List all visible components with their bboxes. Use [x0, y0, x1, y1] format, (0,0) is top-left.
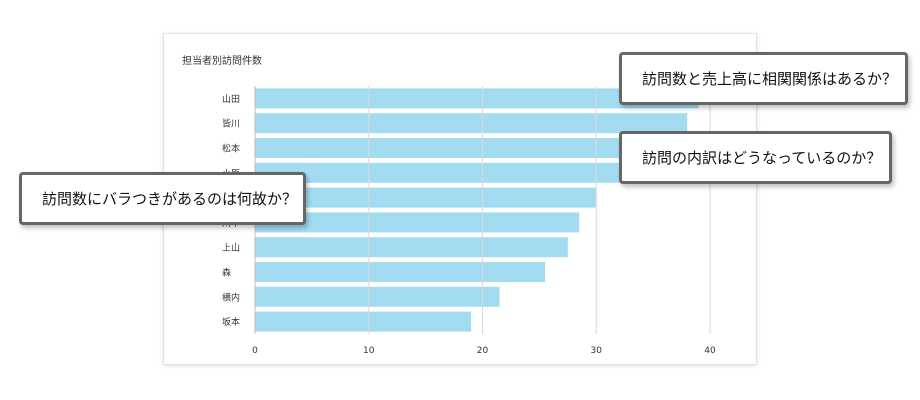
category-label: 松本: [222, 143, 240, 155]
category-label: 皆川: [222, 119, 240, 130]
bar: [255, 311, 472, 332]
bar-chart: 山田皆川松本小原川中上山森横内坂本010203040: [222, 86, 716, 356]
category-label: 坂本: [222, 316, 240, 328]
x-tick-label: 10: [363, 346, 375, 356]
bar: [255, 88, 699, 109]
category-label: 山田: [222, 94, 240, 105]
x-tick-label: 20: [477, 346, 489, 356]
category-label: 森: [222, 267, 231, 279]
bar: [255, 212, 580, 233]
bar: [255, 286, 500, 307]
callout-correlation: 訪問数と売上高に相関関係はあるか？: [619, 52, 908, 105]
callout-breakdown: 訪問の内訳はどうなっているのか？: [619, 131, 892, 184]
bar: [255, 262, 546, 282]
bar: [255, 162, 631, 183]
x-tick-label: 30: [591, 346, 603, 356]
callout-variation: 訪問数にバラつきがあるのは何故か？: [19, 172, 306, 225]
bar: [255, 113, 688, 134]
bar: [255, 138, 654, 158]
x-tick-label: 0: [252, 346, 258, 356]
x-tick-label: 40: [704, 346, 716, 356]
chart-title: 担当者別訪問件数: [182, 56, 262, 67]
category-label: 上山: [222, 243, 240, 254]
bar: [255, 237, 568, 258]
category-label: 横内: [222, 291, 240, 303]
bar: [255, 187, 597, 208]
